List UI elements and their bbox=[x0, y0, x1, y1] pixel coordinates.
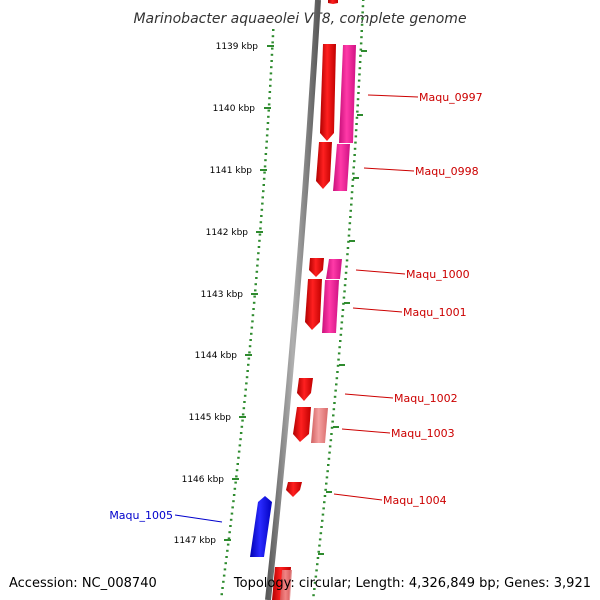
genes bbox=[250, 0, 356, 600]
leader-line-maqu-1004 bbox=[333, 493, 383, 501]
gene-label-maqu-1002[interactable]: Maqu_1002 bbox=[394, 392, 458, 405]
leader-lines bbox=[174, 94, 419, 523]
gene-arrow-maqu-0998-a[interactable] bbox=[316, 142, 332, 189]
kbp-label: 1141 kbp bbox=[210, 166, 253, 176]
kbp-label: 1147 kbp bbox=[174, 536, 217, 546]
gene-arrow-maqu-1000-a[interactable] bbox=[309, 258, 324, 277]
gene-arrow-maqu-1001-b[interactable] bbox=[322, 280, 339, 333]
kbp-label: 1139 kbp bbox=[216, 42, 259, 52]
gene-arrow-maqu-1003-a[interactable] bbox=[293, 407, 311, 442]
kbp-label: 1143 kbp bbox=[201, 290, 244, 300]
gene-label-maqu-0998[interactable]: Maqu_0998 bbox=[415, 165, 479, 178]
gene-label-maqu-1001[interactable]: Maqu_1001 bbox=[403, 306, 467, 319]
gene-label-maqu-1004[interactable]: Maqu_1004 bbox=[383, 494, 447, 507]
kbp-label: 1145 kbp bbox=[189, 413, 232, 423]
accession-text: Accession: NC_008740 bbox=[9, 576, 157, 591]
leader-line-maqu-1000 bbox=[355, 269, 406, 275]
gene-arrow-partial-top[interactable] bbox=[328, 0, 338, 4]
outer-tick-track bbox=[312, 0, 367, 597]
inner-tick-track bbox=[220, 29, 275, 596]
kbp-label: 1142 kbp bbox=[206, 228, 249, 238]
gene-arrow-maqu-1003-b[interactable] bbox=[311, 408, 328, 443]
gene-labels: Maqu_0997 Maqu_0998 Maqu_1000 Maqu_1001 … bbox=[109, 91, 482, 522]
gene-arrow-maqu-0997-a[interactable] bbox=[320, 44, 336, 141]
kbp-major-ticks bbox=[224, 45, 274, 541]
leader-line-maqu-0997 bbox=[367, 94, 419, 98]
gene-label-maqu-1005[interactable]: Maqu_1005 bbox=[109, 509, 173, 522]
kbp-label: 1146 kbp bbox=[182, 475, 225, 485]
gene-label-maqu-1000[interactable]: Maqu_1000 bbox=[406, 268, 470, 281]
leader-line-maqu-1003 bbox=[341, 428, 391, 434]
topology-text: Topology: circular; Length: 4,326,849 bp… bbox=[233, 576, 591, 591]
leader-line-maqu-1001 bbox=[352, 307, 403, 313]
gene-label-maqu-0997[interactable]: Maqu_0997 bbox=[419, 91, 483, 104]
leader-line-maqu-0998 bbox=[363, 167, 415, 172]
gene-arrow-maqu-1005[interactable] bbox=[250, 496, 272, 557]
gene-label-maqu-1003[interactable]: Maqu_1003 bbox=[391, 427, 455, 440]
genome-backbone bbox=[265, 0, 321, 600]
leader-line-maqu-1005 bbox=[174, 514, 223, 523]
kbp-label: 1144 kbp bbox=[195, 351, 238, 361]
gene-arrow-maqu-0998-b[interactable] bbox=[333, 144, 350, 191]
gene-arrow-maqu-1001-a[interactable] bbox=[305, 279, 322, 330]
kbp-scale: 1139 kbp 1140 kbp 1141 kbp 1142 kbp 1143… bbox=[174, 42, 259, 546]
gene-arrow-maqu-1004[interactable] bbox=[286, 482, 302, 497]
map-title: Marinobacter aquaeolei VT8, complete gen… bbox=[133, 11, 466, 27]
gene-arrow-maqu-0997-b[interactable] bbox=[339, 45, 356, 143]
gene-arrow-maqu-1000-b[interactable] bbox=[326, 259, 342, 279]
kbp-label: 1140 kbp bbox=[213, 104, 256, 114]
gene-arrow-maqu-1002[interactable] bbox=[297, 378, 313, 401]
gene-arrow-partial-bottom-2[interactable] bbox=[280, 570, 292, 600]
leader-line-maqu-1002 bbox=[344, 393, 394, 399]
